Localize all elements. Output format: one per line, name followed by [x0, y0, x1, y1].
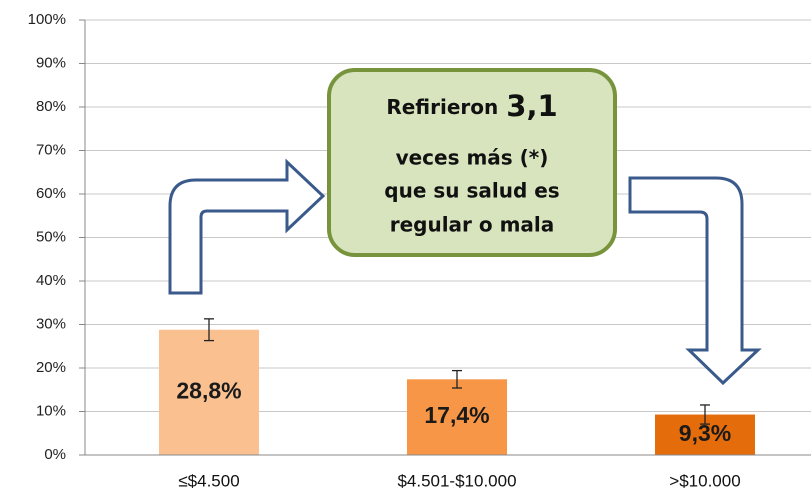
y-tick-label: 30% — [36, 315, 66, 332]
annotation-number: 3,1 — [506, 89, 557, 123]
annotation-line: que su salud es — [384, 179, 559, 203]
annotation-box — [327, 68, 617, 257]
y-tick-label: 60% — [36, 185, 66, 202]
annotation-line: Refirieron 3,1 — [386, 89, 557, 123]
bar — [159, 329, 259, 455]
y-tick-label: 50% — [36, 228, 66, 245]
x-tick-label: >$10.000 — [669, 471, 740, 490]
annotation-line: regular o mala — [390, 213, 555, 237]
y-tick-label: 0% — [44, 446, 66, 463]
bar — [407, 379, 507, 455]
y-tick-label: 100% — [28, 11, 66, 28]
data-label: 28,8% — [176, 377, 241, 403]
y-tick-label: 70% — [36, 141, 66, 158]
data-label: 9,3% — [679, 420, 731, 446]
y-tick-label: 90% — [36, 54, 66, 71]
y-tick-label: 20% — [36, 359, 66, 376]
annotation-line: veces más (*) — [396, 146, 549, 170]
data-label: 17,4% — [424, 402, 489, 428]
annotation-text: Refirieron — [386, 95, 498, 119]
arrow-right — [628, 176, 762, 386]
y-tick-label: 10% — [36, 402, 66, 419]
y-tick-label: 80% — [36, 98, 66, 115]
x-tick-label: $4.501-$10.000 — [397, 471, 516, 490]
x-tick-label: ≤$4.500 — [178, 471, 239, 490]
y-tick-label: 40% — [36, 272, 66, 289]
arrow-left — [168, 158, 326, 295]
